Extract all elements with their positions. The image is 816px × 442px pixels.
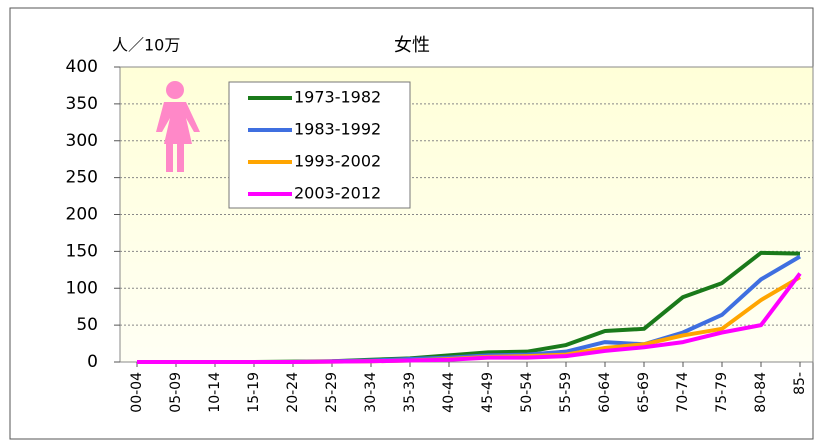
y-axis-label: 人／10万: [112, 36, 180, 55]
y-tick-label: 50: [76, 315, 98, 335]
legend-label: 2003-2012: [294, 184, 381, 203]
legend-label: 1973-1982: [294, 88, 381, 107]
x-tick-label: 30-34: [363, 372, 379, 413]
x-tick-label: 75-79: [714, 372, 730, 413]
x-tick-label: 05-09: [168, 372, 184, 413]
x-tick-label: 65-69: [636, 372, 652, 413]
legend-label: 1993-2002: [294, 152, 381, 171]
x-tick-label: 50-54: [519, 372, 535, 413]
y-tick-label: 200: [66, 205, 98, 225]
series-line: [137, 272, 802, 364]
x-tick-label: 20-24: [285, 372, 301, 413]
x-tick-label: 55-59: [558, 372, 574, 413]
y-tick-label: 350: [66, 94, 98, 114]
x-tick-label: 10-14: [207, 372, 223, 413]
y-tick-label: 400: [66, 57, 98, 77]
x-tick-label: 40-44: [441, 372, 457, 413]
x-tick-label: 60-64: [597, 372, 613, 413]
legend: [228, 81, 411, 209]
y-tick-label: 250: [66, 168, 98, 188]
x-tick-label: 80-84: [753, 372, 769, 413]
x-tick-label: 00-04: [129, 372, 145, 413]
y-tick-label: 0: [87, 352, 98, 372]
x-tick-label: 25-29: [324, 372, 340, 413]
y-tick-label: 300: [66, 131, 98, 151]
y-tick-label: 100: [66, 278, 98, 298]
x-tick-label: 85-: [792, 372, 808, 395]
x-tick-label: 35-39: [402, 372, 418, 413]
chart-title: 女性: [394, 35, 430, 56]
x-tick-label: 15-19: [246, 372, 262, 413]
x-tick-label: 70-74: [675, 372, 691, 413]
y-tick-label: 150: [66, 241, 98, 261]
female-icon: [156, 81, 200, 172]
x-tick-label: 45-49: [480, 372, 496, 413]
legend-label: 1983-1992: [294, 120, 381, 139]
